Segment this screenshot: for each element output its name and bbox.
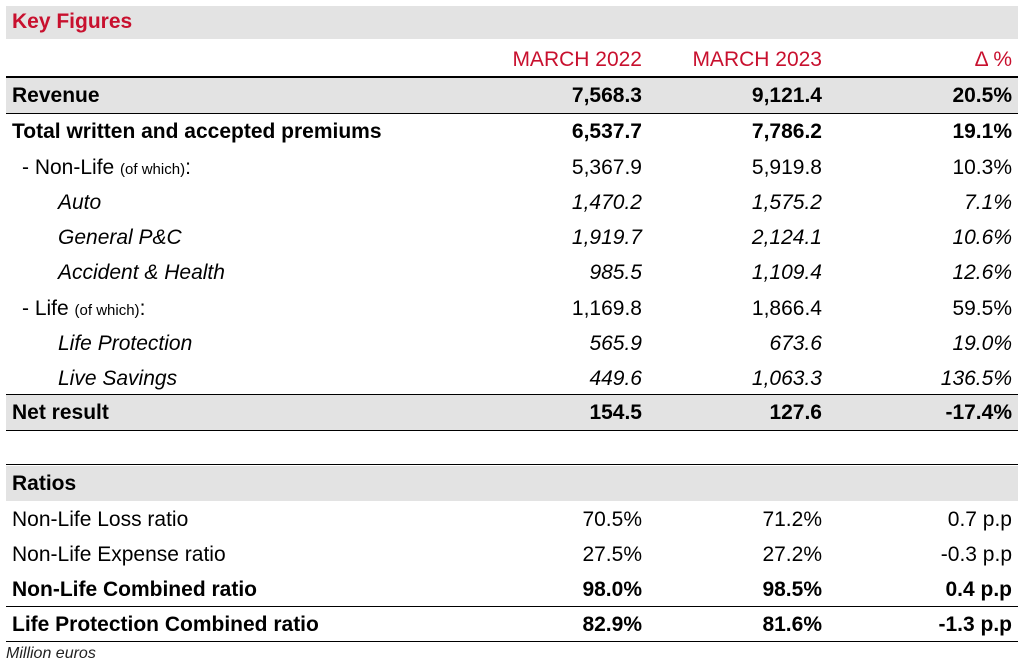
row-value-delta: 19.0% bbox=[952, 332, 1012, 355]
row-value-2023: 1,063.3 bbox=[751, 367, 822, 390]
table-row-total-premiums: Total written and accepted premiums 6,53… bbox=[6, 114, 1018, 149]
row-value-delta: 59.5% bbox=[952, 297, 1012, 320]
row-value-2022: 27.5% bbox=[582, 543, 642, 566]
title-bar: Key Figures bbox=[6, 6, 1018, 39]
column-header-row: MARCH 2022 MARCH 2023 Δ % bbox=[6, 42, 1018, 77]
divider bbox=[6, 464, 1018, 465]
col-march-2022: MARCH 2022 bbox=[512, 48, 642, 71]
row-value-delta: 20.5% bbox=[952, 84, 1012, 107]
row-value-2022: 1,919.7 bbox=[571, 226, 642, 249]
row-value-2023: 2,124.1 bbox=[751, 226, 822, 249]
row-value-2023: 673.6 bbox=[769, 332, 822, 355]
row-value-delta: -17.4% bbox=[945, 401, 1012, 424]
row-value-2023: 98.5% bbox=[762, 578, 822, 601]
row-value-2022: 565.9 bbox=[589, 332, 642, 355]
row-label: - Life (of which): bbox=[22, 297, 146, 320]
row-label: Total written and accepted premiums bbox=[12, 120, 382, 143]
divider bbox=[6, 641, 1018, 642]
row-value-2022: 5,367.9 bbox=[571, 156, 642, 179]
row-label: Life Protection bbox=[58, 332, 193, 355]
row-label: Net result bbox=[12, 401, 109, 424]
row-label: Life Protection Combined ratio bbox=[12, 613, 319, 636]
row-value-2022: 70.5% bbox=[582, 508, 642, 531]
row-value-delta: 136.5% bbox=[940, 367, 1012, 390]
row-value-2023: 1,575.2 bbox=[751, 191, 822, 214]
table-row-general-pc: General P&C 1,919.7 2,124.1 10.6% bbox=[6, 220, 1018, 255]
row-value-delta: -0.3 p.p bbox=[940, 543, 1012, 566]
row-value-2022: 98.0% bbox=[582, 578, 642, 601]
row-label: Non-Life Expense ratio bbox=[12, 543, 226, 566]
row-value-2023: 9,121.4 bbox=[751, 84, 822, 107]
col-march-2023: MARCH 2023 bbox=[692, 48, 822, 71]
divider bbox=[6, 113, 1018, 114]
row-value-delta: 10.6% bbox=[952, 226, 1012, 249]
row-value-2022: 82.9% bbox=[582, 613, 642, 636]
table-row-life: - Life (of which): 1,169.8 1,866.4 59.5% bbox=[6, 291, 1018, 326]
row-label: General P&C bbox=[58, 226, 182, 249]
row-value-2022: 1,470.2 bbox=[571, 191, 642, 214]
table-row-accident-health: Accident & Health 985.5 1,109.4 12.6% bbox=[6, 255, 1018, 290]
row-value-2023: 1,866.4 bbox=[751, 297, 822, 320]
row-value-delta: 19.1% bbox=[952, 120, 1012, 143]
row-value-delta: 7.1% bbox=[964, 191, 1012, 214]
table-row-life-protection: Life Protection 565.9 673.6 19.0% bbox=[6, 326, 1018, 361]
row-value-2023: 27.2% bbox=[762, 543, 822, 566]
row-value-2023: 1,109.4 bbox=[751, 261, 822, 284]
table-row-net-result: Net result 154.5 127.6 -17.4% bbox=[6, 395, 1018, 430]
divider bbox=[6, 394, 1018, 395]
ratios-header: Ratios bbox=[6, 466, 1018, 501]
row-value-delta: 10.3% bbox=[952, 156, 1012, 179]
row-label: - Non-Life (of which): bbox=[22, 156, 191, 179]
table-row-live-savings: Live Savings 449.6 1,063.3 136.5% bbox=[6, 361, 1018, 396]
row-label: Non-Life Loss ratio bbox=[12, 508, 189, 531]
row-label: Auto bbox=[58, 191, 102, 214]
row-value-delta: 0.4 p.p bbox=[945, 578, 1012, 601]
row-label: Live Savings bbox=[58, 367, 178, 390]
table-row-revenue: Revenue 7,568.3 9,121.4 20.5% bbox=[6, 78, 1018, 113]
table-row-auto: Auto 1,470.2 1,575.2 7.1% bbox=[6, 185, 1018, 220]
row-value-2022: 6,537.7 bbox=[571, 120, 642, 143]
row-value-2023: 127.6 bbox=[769, 401, 822, 424]
row-value-2023: 5,919.8 bbox=[751, 156, 822, 179]
row-value-delta: -1.3 p.p bbox=[938, 613, 1012, 636]
row-label: Non-Life Combined ratio bbox=[12, 578, 257, 601]
row-value-2022: 7,568.3 bbox=[571, 84, 642, 107]
table-row-non-life: - Non-Life (of which): 5,367.9 5,919.8 1… bbox=[6, 150, 1018, 185]
divider bbox=[6, 430, 1018, 431]
table-row-nonlife-expense-ratio: Non-Life Expense ratio 27.5% 27.2% -0.3 … bbox=[6, 537, 1018, 572]
table-row-life-protection-combined-ratio: Life Protection Combined ratio 82.9% 81.… bbox=[6, 607, 1018, 642]
ratios-title: Ratios bbox=[12, 472, 77, 495]
row-value-2022: 985.5 bbox=[589, 261, 642, 284]
table-title: Key Figures bbox=[12, 10, 133, 33]
row-label: Revenue bbox=[12, 84, 100, 107]
row-label: Accident & Health bbox=[58, 261, 225, 284]
row-value-2022: 154.5 bbox=[589, 401, 642, 424]
units-footnote: Million euros bbox=[6, 645, 96, 662]
row-value-2022: 1,169.8 bbox=[571, 297, 642, 320]
divider bbox=[6, 76, 1018, 78]
row-value-delta: 0.7 p.p bbox=[947, 508, 1012, 531]
col-delta-pct: Δ % bbox=[974, 48, 1012, 71]
row-value-delta: 12.6% bbox=[952, 261, 1012, 284]
row-value-2023: 81.6% bbox=[762, 613, 822, 636]
table-row-nonlife-combined-ratio: Non-Life Combined ratio 98.0% 98.5% 0.4 … bbox=[6, 572, 1018, 607]
table-row-nonlife-loss-ratio: Non-Life Loss ratio 70.5% 71.2% 0.7 p.p bbox=[6, 502, 1018, 537]
row-value-2023: 71.2% bbox=[762, 508, 822, 531]
row-value-2023: 7,786.2 bbox=[751, 120, 822, 143]
divider bbox=[6, 606, 1018, 607]
row-value-2022: 449.6 bbox=[589, 367, 642, 390]
